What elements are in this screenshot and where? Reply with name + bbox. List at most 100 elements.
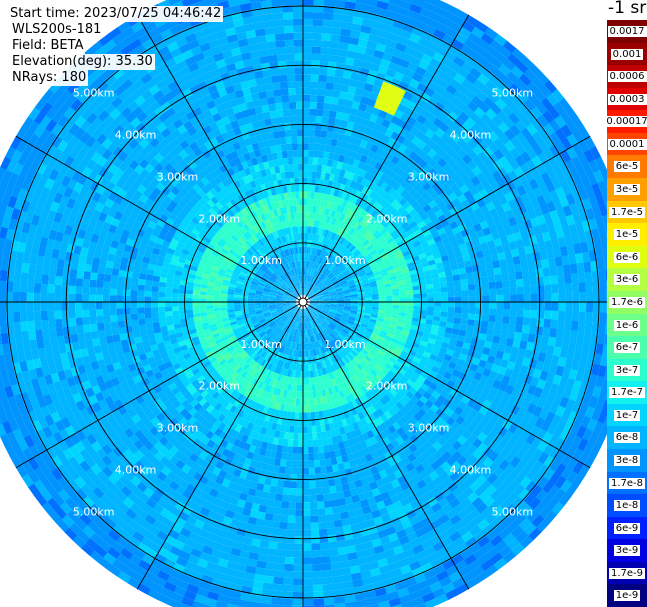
ppi-cell: [357, 305, 366, 309]
ppi-cell: [269, 291, 277, 295]
ppi-cell: [327, 117, 336, 126]
ppi-cell: [370, 286, 378, 291]
ppi-cell: [340, 404, 347, 413]
ppi-cell: [251, 378, 259, 386]
ppi-cell: [334, 270, 342, 277]
ppi-cell: [213, 289, 221, 294]
ppi-cell: [358, 257, 367, 264]
ppi-cell: [275, 351, 281, 359]
ppi-cell: [312, 262, 316, 270]
ppi-cell: [340, 318, 348, 324]
ppi-cell: [293, 268, 297, 276]
ppi-cell: [209, 356, 218, 364]
ppi-cell: [333, 282, 341, 287]
ppi-cell: [299, 315, 302, 323]
ppi-cell: [282, 157, 289, 166]
ppi-cell: [316, 102, 325, 110]
ppi-cell: [282, 304, 290, 308]
ppi-cell: [206, 338, 215, 345]
ppi-cell: [247, 301, 255, 304]
ppi-cell: [223, 322, 231, 328]
ppi-cell: [496, 295, 504, 303]
ppi-cell: [354, 346, 362, 353]
ppi-cell: [220, 301, 228, 305]
ppi-cell: [247, 204, 255, 213]
ppi-cell: [351, 238, 359, 246]
ppi-cell: [479, 269, 488, 278]
ppi-cell: [288, 164, 294, 172]
ppi-cell: [345, 379, 352, 388]
ppi-cell: [327, 262, 333, 270]
ppi-cell: [392, 263, 401, 269]
ppi-cell: [316, 199, 322, 207]
ppi-cell: [308, 321, 312, 329]
ppi-cell: [319, 346, 324, 354]
ppi-cell: [276, 278, 283, 285]
ppi-cell: [252, 225, 260, 234]
ppi-cell: [307, 163, 313, 172]
ppi-cell: [345, 336, 352, 342]
ppi-cell: [240, 361, 248, 369]
ppi-cell: [233, 232, 241, 240]
ppi-cell: [315, 317, 321, 324]
ppi-cell: [275, 304, 283, 307]
ppi-cell: [317, 227, 322, 235]
ppi-cell: [234, 344, 242, 351]
ppi-cell: [294, 307, 299, 313]
ppi-cell: [291, 261, 295, 269]
ppi-cell: [277, 320, 284, 326]
ppi-cell: [255, 337, 262, 344]
ppi-cell: [320, 275, 327, 282]
ppi-cell: [475, 308, 483, 315]
ppi-cell: [319, 323, 326, 330]
ppi-cell: [277, 260, 283, 267]
ppi-cell: [324, 260, 331, 268]
ppi-cell: [307, 290, 312, 297]
ppi-cell: [311, 335, 315, 343]
ppi-cell: [289, 298, 297, 301]
ppi-cell: [109, 288, 117, 296]
ppi-cell: [280, 314, 287, 320]
ppi-cell: [239, 246, 247, 254]
ppi-cell: [306, 290, 312, 297]
ppi-cell: [266, 211, 273, 219]
ppi-cell: [251, 393, 258, 402]
ppi-cell: [461, 296, 469, 303]
ppi-cell: [311, 171, 317, 179]
ppi-cell: [280, 193, 286, 201]
ppi-cell: [209, 253, 218, 260]
ppi-cell: [303, 288, 305, 296]
ppi-cell: [287, 348, 292, 356]
ppi-cell: [241, 291, 249, 295]
ppi-cell: [274, 366, 280, 374]
ppi-cell: [332, 258, 339, 265]
ppi-cell: [335, 345, 342, 353]
ppi-cell: [151, 301, 159, 308]
ppi-cell: [288, 219, 293, 228]
ppi-cell: [386, 250, 395, 257]
ppi-cell: [211, 329, 219, 336]
ppi-cell: [131, 319, 139, 327]
ppi-cell: [262, 360, 269, 368]
ppi-cell: [263, 289, 271, 293]
ppi-cell: [374, 257, 383, 264]
ppi-cell: [266, 318, 274, 323]
ppi-cell: [330, 210, 337, 218]
ppi-cell: [340, 280, 348, 286]
ppi-cell: [248, 288, 257, 292]
ppi-cell: [300, 315, 302, 323]
ppi-cell: [392, 363, 401, 372]
ppi-cell: [323, 302, 331, 304]
ppi-cell: [304, 274, 306, 282]
ppi-cell: [214, 259, 223, 266]
ppi-cell: [309, 299, 317, 302]
ppi-cell: [328, 263, 335, 271]
ppi-cell: [488, 315, 496, 323]
ppi-cell: [461, 290, 469, 297]
ppi-cell: [341, 349, 348, 357]
ppi-cell: [241, 255, 249, 262]
ppi-cell: [350, 290, 358, 294]
ppi-cell: [292, 306, 298, 311]
ppi-cell: [365, 304, 373, 307]
ppi-cell: [276, 388, 282, 396]
